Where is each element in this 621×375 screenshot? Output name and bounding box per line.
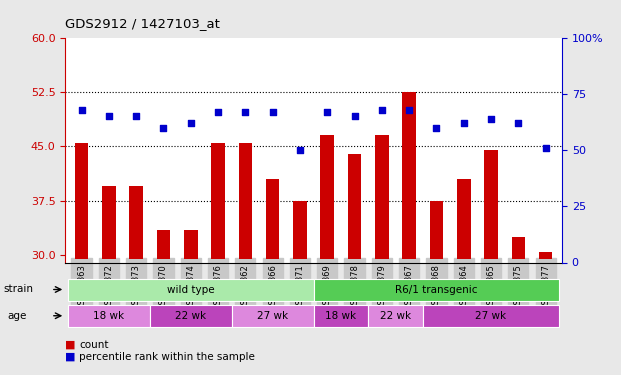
Text: ■: ■ (65, 340, 76, 350)
Text: 22 wk: 22 wk (175, 311, 206, 321)
Point (268, 109, 278, 115)
Point (240, 109, 250, 115)
Bar (402, 92, 416, 259)
Point (186, 120, 196, 126)
Point (459, 120, 469, 126)
Bar (129, 186, 143, 259)
Bar (314, 305, 368, 327)
Point (104, 113, 114, 119)
Point (377, 106, 387, 112)
Text: count: count (79, 340, 109, 350)
Text: ■: ■ (65, 352, 76, 362)
Bar (75, 143, 88, 259)
Point (541, 145, 551, 151)
Bar (293, 201, 307, 259)
Bar (238, 143, 252, 259)
Text: 18 wk: 18 wk (93, 311, 124, 321)
Bar (320, 135, 334, 259)
Text: GDS2912 / 1427103_at: GDS2912 / 1427103_at (65, 17, 220, 30)
Text: percentile rank within the sample: percentile rank within the sample (79, 352, 255, 362)
Bar (211, 143, 225, 259)
Point (295, 147, 305, 153)
Bar (184, 230, 197, 259)
Point (432, 124, 442, 130)
Bar (314, 279, 560, 301)
Point (158, 124, 168, 130)
Text: 27 wk: 27 wk (257, 311, 288, 321)
Bar (150, 305, 232, 327)
Point (213, 109, 223, 115)
Bar (457, 179, 471, 259)
Bar (423, 305, 560, 327)
Bar (348, 154, 361, 259)
Text: 18 wk: 18 wk (325, 311, 356, 321)
Point (404, 106, 414, 112)
Text: R6/1 transgenic: R6/1 transgenic (395, 285, 478, 295)
Text: wild type: wild type (167, 285, 215, 295)
Bar (232, 305, 314, 327)
Bar (68, 279, 314, 301)
Bar (539, 252, 553, 259)
Text: 22 wk: 22 wk (380, 311, 411, 321)
Point (131, 113, 141, 119)
Bar (484, 150, 498, 259)
Bar (375, 135, 389, 259)
Bar (68, 305, 150, 327)
Bar (430, 201, 443, 259)
Bar (512, 237, 525, 259)
Point (76, 106, 86, 112)
Bar (266, 179, 279, 259)
Bar (156, 230, 170, 259)
Text: age: age (7, 311, 27, 321)
Point (322, 109, 332, 115)
Point (350, 113, 360, 119)
Point (486, 116, 496, 122)
Bar (368, 305, 423, 327)
Point (514, 120, 524, 126)
Text: strain: strain (3, 285, 33, 294)
Text: 27 wk: 27 wk (476, 311, 507, 321)
Bar (102, 186, 116, 259)
